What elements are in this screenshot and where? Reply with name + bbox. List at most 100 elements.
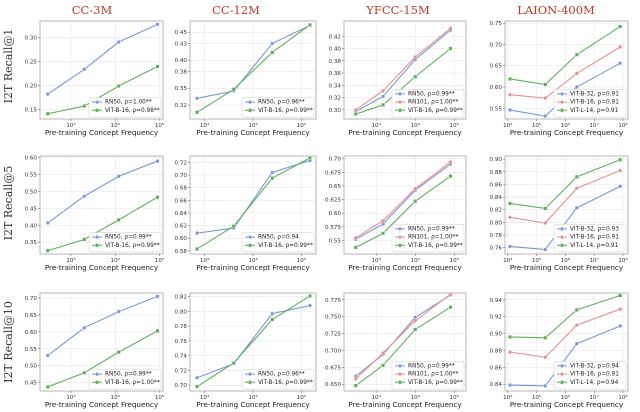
row-label-recall5: I2T Recall@5 [2,166,15,241]
data-point [270,41,275,46]
legend-entry: RN101, ρ=1.00** [408,235,458,241]
y-tick-label: 0.20 [25,84,38,90]
data-point [380,218,386,224]
data-point [307,303,313,308]
x-tick-label: 10³ [66,257,75,264]
column-title-yfcc15m: YFCC-15M [365,3,430,17]
legend-entry: ViT-B-16, ρ=0.99** [258,380,313,386]
x-axis-label: Pre-training Concept Frequency [510,128,624,137]
legend-swatch-marker [398,243,403,248]
x-tick-label: 10³ [371,122,380,129]
subplot-r1-c1: 0.58 0.60 0.62 0.64 0.66 0.68 0.70 0.72 10³ 10⁴ 10… [175,155,317,272]
legend-swatch-marker [94,108,99,113]
legend-entry: RN101, ρ=1.00** [408,372,458,378]
y-tick-label: 0.43 [175,41,188,47]
x-tick-label: 10⁷ [589,394,598,401]
subplot-r1-c0: 0.35 0.40 0.45 0.50 0.55 0.60 10³ 10⁴ 10⁵Pre-tra… [25,156,165,272]
data-point [116,174,121,179]
data-point [618,24,623,29]
data-point [353,245,358,250]
x-tick-label: 10⁵ [155,122,164,129]
data-point [542,95,548,101]
legend: ViT-B-32, ρ=0.94 ViT-B-16, ρ=0.91 ViT-L-14… [553,361,627,390]
x-tick-label: 10⁴ [248,257,258,264]
legend-swatch-marker [398,108,403,113]
x-axis-label: Pre-training Concept Frequency [196,263,310,272]
x-axis-label: Pre-training Concept Frequency [45,263,159,272]
y-tick-label: 0.66 [175,198,188,204]
data-point [155,294,160,299]
y-tick-label: 0.35 [25,240,38,246]
data-point [155,328,160,333]
x-tick-label: 10³ [66,122,75,129]
y-tick-label: 0.25 [25,60,38,66]
plot-frame [343,292,467,392]
legend-entry: ViT-B-16, ρ=0.99** [408,243,463,249]
legend-swatch-marker [397,226,403,231]
y-tick-label: 0.775 [325,298,341,304]
legend-swatch-marker [397,371,403,377]
data-point [507,92,513,98]
data-point [574,307,579,312]
series-line [355,163,451,240]
series-line [355,293,451,380]
series-line [355,161,451,239]
subplot-r2-c1: 0.70 0.72 0.74 0.76 0.78 0.80 0.82 10³ 10⁴ 10⁵Pre… [175,292,317,409]
legend-entry: ViT-B-16, ρ=0.99** [408,108,463,114]
x-axis-label: Pre-training Concept Frequency [45,400,159,409]
y-tick-label: 0.38 [175,69,188,75]
y-tick-label: 0.88 [490,348,503,354]
data-point [195,384,200,389]
data-point [45,248,50,253]
legend-entry: RN50, ρ=0.99** [408,363,455,369]
row-label-recall10: I2T Recall@10 [2,301,15,383]
data-point [116,309,121,314]
y-tick-label: 0.76 [175,339,188,345]
legend-swatch-marker [559,363,565,368]
legend-box [241,369,315,390]
data-point [116,350,121,355]
plot-frame [39,20,164,120]
y-tick-label: 0.625 [325,198,341,204]
x-tick-label: 10⁸ [618,394,628,401]
series-line [47,330,158,388]
data-point [413,74,418,79]
x-axis-label: Pre-training Concept Frequency [348,400,462,409]
series-1 [353,159,454,241]
series-1 [195,293,312,389]
y-tick-label: 0.15 [25,107,38,113]
legend-swatch-marker [559,371,565,377]
data-point [270,317,275,322]
legend-entry: RN101, ρ=1.00** [408,100,458,106]
legend-entry: RN50, ρ=0.99** [408,91,455,97]
data-point [270,170,275,175]
x-tick-label: 10⁵ [450,122,459,129]
legend-entry: RN50, ρ=0.99** [105,372,152,378]
series-0 [45,294,160,358]
series-line [510,46,621,99]
data-point [307,22,312,27]
x-tick-label: 10⁴ [503,394,513,401]
y-tick-label: 0.45 [175,30,188,36]
y-tick-label: 0.36 [329,71,342,77]
data-point [194,231,200,236]
data-point [45,92,50,97]
column-title-cc3m: CC-3M [72,3,113,17]
y-tick-label: 0.88 [490,170,503,176]
y-tick-label: 0.70 [490,42,503,48]
data-point [45,353,50,358]
y-tick-label: 0.78 [490,233,503,239]
legend-swatch-marker [94,235,100,240]
x-tick-label: 10⁷ [589,122,598,129]
legend: RN50, ρ=0.99** ViT-B-16, ρ=1.00** [88,369,162,390]
y-tick-label: 0.50 [25,364,38,370]
y-tick-label: 0.70 [25,296,38,302]
data-point [353,112,358,117]
series-line [47,196,158,252]
y-tick-label: 0.72 [175,160,187,166]
x-tick-label: 10⁶ [561,257,571,264]
x-tick-label: 10⁵ [155,394,164,401]
data-point [543,82,548,87]
data-point [507,349,513,355]
